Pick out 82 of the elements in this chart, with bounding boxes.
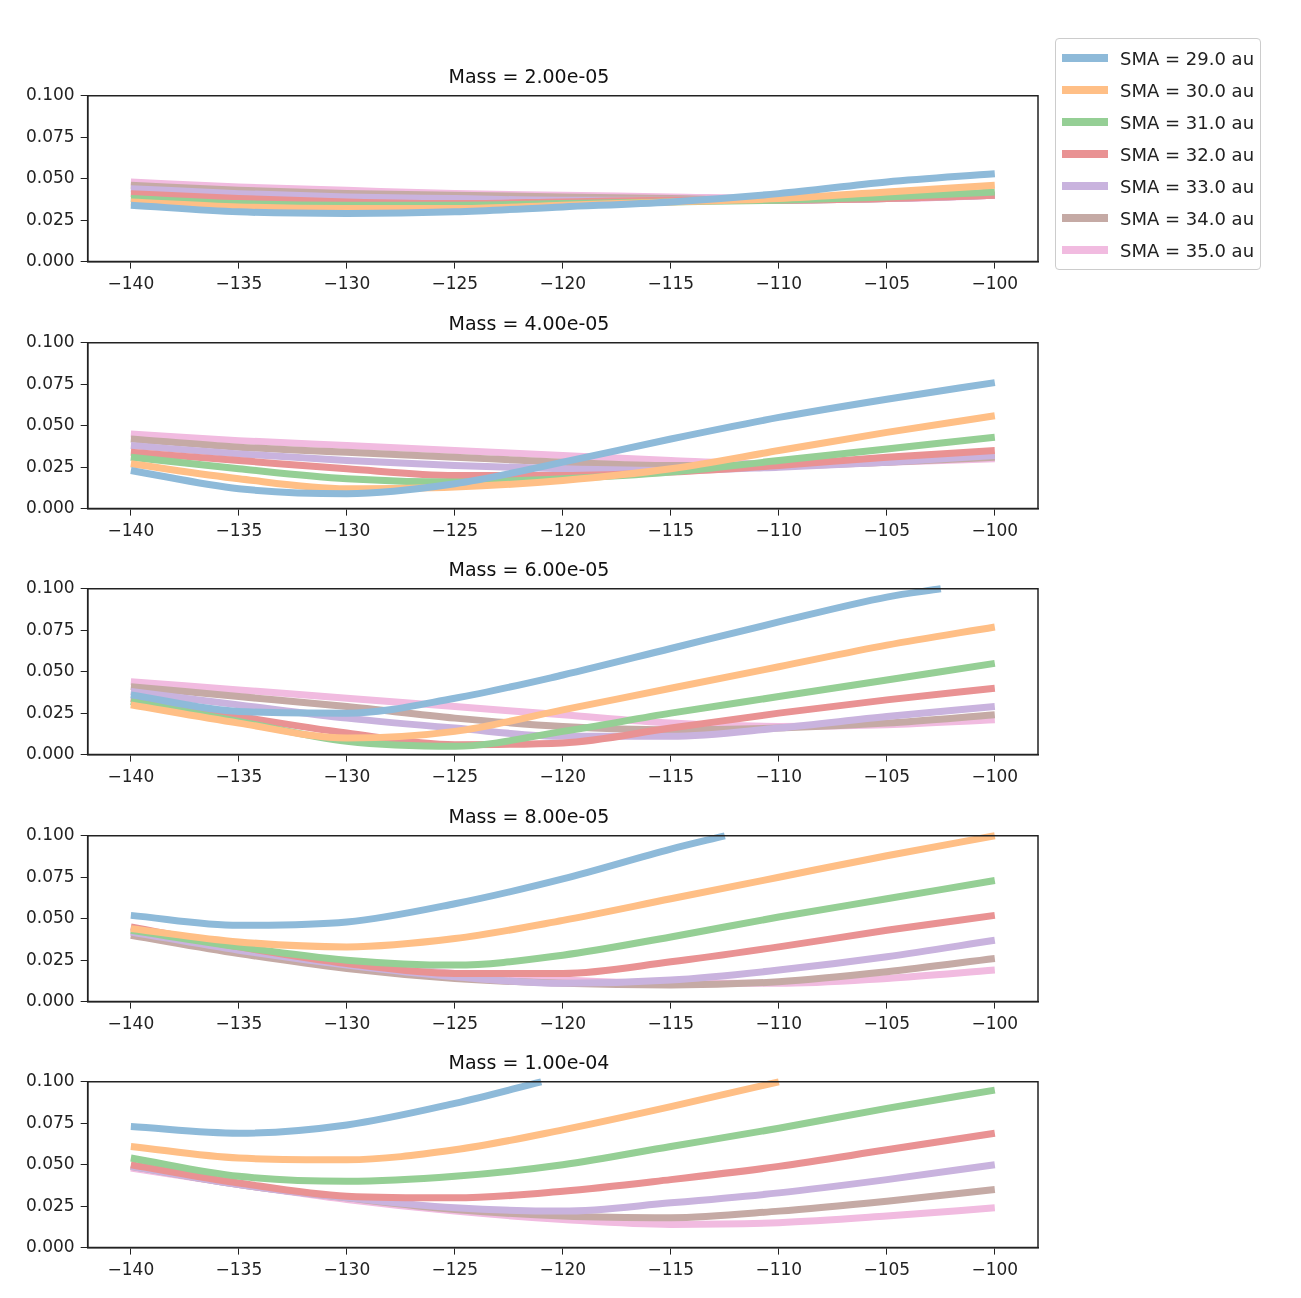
y-tick-label: 0.050 <box>26 413 75 434</box>
chart-title: Mass = 1.00e-04 <box>448 1051 610 1074</box>
x-tick-label: −125 <box>431 1259 479 1280</box>
y-tick-label: 0.075 <box>26 1111 75 1132</box>
x-tick-label: −115 <box>647 766 695 787</box>
x-tick-label: −100 <box>971 273 1019 294</box>
x-tick-label: −100 <box>971 1259 1019 1280</box>
x-tick-label: −105 <box>863 519 911 540</box>
y-tick-label: 0.050 <box>26 167 75 188</box>
x-tick-label: −140 <box>107 1012 155 1033</box>
x-tick-label: −125 <box>431 519 479 540</box>
chart-title: Mass = 6.00e-05 <box>448 558 610 581</box>
legend-label: SMA = 30.0 au <box>1120 79 1255 101</box>
legend-label: SMA = 31.0 au <box>1120 111 1255 133</box>
y-tick-label: 0.050 <box>26 906 75 927</box>
x-tick-label: −115 <box>647 273 695 294</box>
x-tick-label: −130 <box>323 519 371 540</box>
y-tick-label: 0.025 <box>26 208 75 229</box>
y-tick-label: 0.075 <box>26 865 75 886</box>
y-tick-label: 0.025 <box>26 455 75 476</box>
x-tick-label: −105 <box>863 273 911 294</box>
y-tick-label: 0.050 <box>26 660 75 681</box>
y-tick-label: 0.100 <box>26 823 75 844</box>
x-tick-label: −120 <box>539 1012 587 1033</box>
y-tick-label: 0.000 <box>26 989 75 1010</box>
x-tick-label: −135 <box>215 519 263 540</box>
x-tick-label: −115 <box>647 519 695 540</box>
x-tick-label: −135 <box>215 1259 263 1280</box>
x-tick-label: −135 <box>215 766 263 787</box>
legend-label: SMA = 29.0 au <box>1120 47 1255 69</box>
legend-label: SMA = 33.0 au <box>1120 175 1255 197</box>
y-tick-label: 0.000 <box>26 1236 75 1257</box>
x-tick-label: −130 <box>323 766 371 787</box>
x-tick-label: −100 <box>971 519 1019 540</box>
x-tick-label: −105 <box>863 1259 911 1280</box>
x-tick-label: −125 <box>431 273 479 294</box>
chart-title: Mass = 2.00e-05 <box>448 65 610 88</box>
x-tick-label: −110 <box>755 1012 803 1033</box>
chart-title: Mass = 8.00e-05 <box>448 804 610 827</box>
x-tick-label: −120 <box>539 766 587 787</box>
x-tick-label: −100 <box>971 1012 1019 1033</box>
x-tick-label: −110 <box>755 519 803 540</box>
x-tick-label: −135 <box>215 1012 263 1033</box>
x-tick-label: −125 <box>431 1012 479 1033</box>
x-tick-label: −140 <box>107 766 155 787</box>
x-tick-label: −120 <box>539 273 587 294</box>
x-tick-label: −140 <box>107 519 155 540</box>
y-tick-label: 0.025 <box>26 1194 75 1215</box>
y-tick-label: 0.075 <box>26 372 75 393</box>
y-tick-label: 0.075 <box>26 618 75 639</box>
x-tick-label: −120 <box>539 1259 587 1280</box>
legend-label: SMA = 34.0 au <box>1120 207 1255 229</box>
x-tick-label: −135 <box>215 273 263 294</box>
legend-label: SMA = 32.0 au <box>1120 143 1255 165</box>
legend-label: SMA = 35.0 au <box>1120 239 1255 261</box>
x-tick-label: −115 <box>647 1259 695 1280</box>
y-tick-label: 0.000 <box>26 496 75 517</box>
x-tick-label: −105 <box>863 1012 911 1033</box>
x-tick-label: −125 <box>431 766 479 787</box>
x-tick-label: −140 <box>107 273 155 294</box>
y-tick-label: 0.000 <box>26 250 75 271</box>
chart-title: Mass = 4.00e-05 <box>448 311 610 334</box>
x-tick-label: −110 <box>755 1259 803 1280</box>
x-tick-label: −140 <box>107 1259 155 1280</box>
y-tick-label: 0.025 <box>26 948 75 969</box>
x-tick-label: −110 <box>755 273 803 294</box>
x-tick-label: −105 <box>863 766 911 787</box>
x-tick-label: −115 <box>647 1012 695 1033</box>
y-tick-label: 0.100 <box>26 577 75 598</box>
x-tick-label: −110 <box>755 766 803 787</box>
x-tick-label: −130 <box>323 1012 371 1033</box>
x-tick-label: −130 <box>323 273 371 294</box>
y-tick-label: 0.000 <box>26 743 75 764</box>
y-tick-label: 0.075 <box>26 125 75 146</box>
y-tick-label: 0.050 <box>26 1153 75 1174</box>
y-tick-label: 0.100 <box>26 1070 75 1091</box>
x-tick-label: −130 <box>323 1259 371 1280</box>
x-tick-label: −120 <box>539 519 587 540</box>
y-tick-label: 0.100 <box>26 330 75 351</box>
y-tick-label: 0.025 <box>26 701 75 722</box>
y-tick-label: 0.100 <box>26 84 75 105</box>
x-tick-label: −100 <box>971 766 1019 787</box>
